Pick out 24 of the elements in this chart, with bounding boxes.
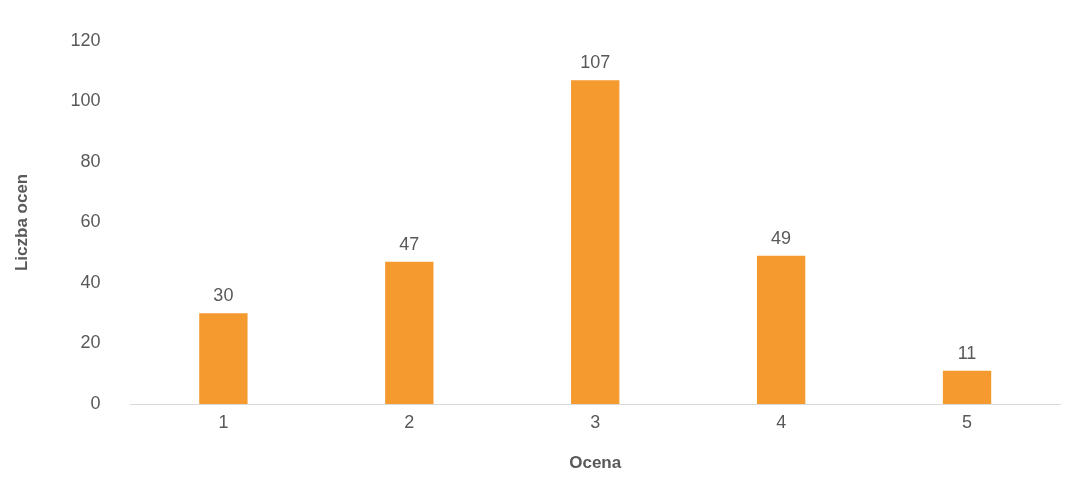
bar [199, 313, 248, 404]
x-tick-label: 1 [218, 411, 229, 432]
data-label: 107 [580, 52, 611, 73]
y-tick-label: 120 [70, 29, 101, 50]
data-label: 49 [771, 227, 792, 248]
y-tick-label: 20 [80, 332, 101, 353]
data-label: 47 [399, 233, 420, 254]
x-tick-label: 5 [962, 411, 973, 432]
bar [942, 370, 992, 404]
y-tick-label: 40 [80, 271, 101, 292]
x-axis-title: Ocena [569, 453, 622, 473]
x-tick-label: 3 [590, 411, 601, 432]
x-tick-label: 2 [404, 411, 415, 432]
y-tick-label: 0 [90, 392, 101, 413]
y-tick-label: 80 [80, 150, 101, 171]
y-axis-title: Liczba ocen [11, 173, 31, 272]
bar [385, 261, 434, 404]
bar [756, 255, 806, 404]
data-label: 30 [213, 285, 234, 306]
x-tick-label: 4 [776, 411, 787, 432]
bar [571, 80, 620, 404]
y-tick-label: 100 [70, 90, 101, 111]
data-label: 11 [957, 342, 977, 363]
y-tick-label: 60 [80, 211, 101, 232]
